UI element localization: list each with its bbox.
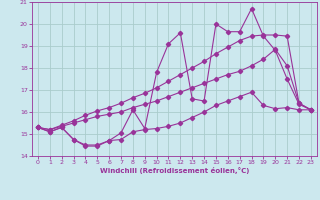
X-axis label: Windchill (Refroidissement éolien,°C): Windchill (Refroidissement éolien,°C) bbox=[100, 167, 249, 174]
